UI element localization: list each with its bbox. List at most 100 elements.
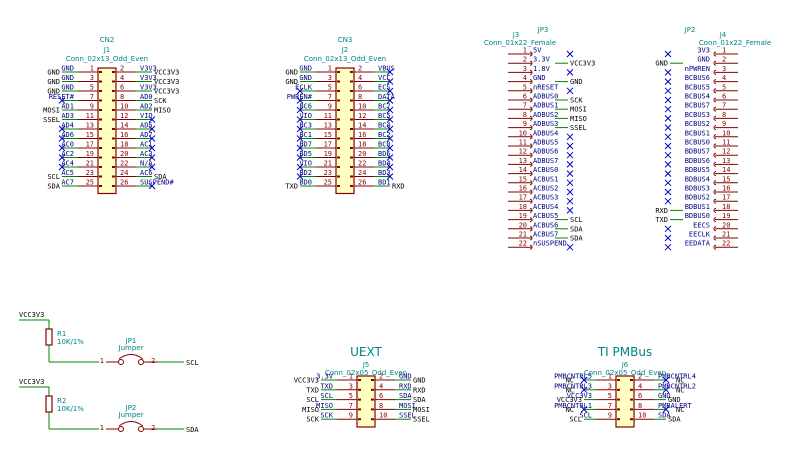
pin-contact <box>358 408 361 411</box>
pin-contact <box>99 185 102 187</box>
no-connect-mark <box>580 406 588 413</box>
pin-signal-name: AD6 <box>61 131 74 139</box>
no-connect-mark <box>296 116 304 123</box>
net-label: TXD <box>306 386 319 394</box>
pin-number: 8 <box>358 93 362 101</box>
jumper-value: Jumper <box>118 344 144 352</box>
pin-signal-name: BDBUS6 <box>685 157 710 165</box>
no-connect-mark <box>664 87 672 95</box>
resistor-reference: R2 <box>57 397 66 405</box>
pin-number: 5 <box>328 84 332 92</box>
no-connect-mark <box>386 87 394 95</box>
net-label: GND <box>570 78 583 86</box>
socket-arc <box>713 161 717 167</box>
net-label: GND <box>47 88 60 96</box>
pin-contact <box>350 99 353 102</box>
pin-signal-name: BCBUS5 <box>685 83 710 91</box>
pin-number: 5 <box>349 392 353 400</box>
pin-signal-name: BC0 <box>378 141 391 149</box>
jumper-bridge <box>118 421 144 427</box>
pin-contact <box>337 147 340 149</box>
socket-arc <box>713 88 717 94</box>
pin-signal-name: PMBCNTRL3 <box>554 382 592 390</box>
pin-number: 3 <box>608 382 612 390</box>
header-label: JP2 <box>684 26 696 34</box>
pin-number: 3 <box>722 65 726 73</box>
pin-number: 7 <box>90 93 94 101</box>
pin-signal-name: nPWREN <box>685 65 710 73</box>
pin-number: 19 <box>722 212 730 220</box>
net-label: SCL <box>186 359 199 367</box>
pin-signal-name: BC2 <box>378 131 391 139</box>
pin-contact <box>99 109 102 111</box>
pin-number: 1 <box>349 373 353 381</box>
pin-signal-name: N/A <box>140 160 153 168</box>
pin-number: 4 <box>379 382 383 390</box>
connector-body <box>97 67 117 195</box>
net-label: RXD <box>392 183 405 191</box>
pin-number: 3 <box>349 382 353 390</box>
pin-contact <box>337 185 340 187</box>
pin-signal-name: BD5 <box>299 150 312 158</box>
no-connect-mark <box>58 125 66 133</box>
socket-arc <box>529 198 533 204</box>
pin-signal-name: BC1 <box>299 131 312 139</box>
net-label: SSEL <box>43 116 60 124</box>
pin-contact <box>617 418 620 421</box>
pin-contact <box>112 175 115 178</box>
pin-number: 2 <box>358 65 362 73</box>
pin-contact <box>337 175 340 178</box>
no-connect-mark <box>386 68 394 76</box>
pin-signal-name: VIO <box>299 160 312 168</box>
pin-contact <box>350 118 353 121</box>
pin-contact <box>630 379 633 381</box>
socket-arc <box>529 189 533 195</box>
pin-signal-name: AC6 <box>140 169 153 177</box>
pin-signal-name: BDBUS0 <box>685 212 710 220</box>
no-connect-mark <box>296 106 304 114</box>
pin-number: 8 <box>638 402 642 410</box>
no-connect-mark <box>664 124 672 131</box>
pin-signal-name: AD3 <box>61 112 74 120</box>
pin-number: 15 <box>722 175 730 183</box>
pin-number: 2 <box>722 56 726 64</box>
pin-number: 9 <box>90 103 94 111</box>
pin-number: 17 <box>324 141 332 149</box>
no-connect-mark <box>58 97 66 104</box>
pin-number: 15 <box>86 131 94 139</box>
net-label: GND <box>47 78 60 86</box>
no-connect-mark <box>664 161 672 168</box>
pin-signal-name: BD6 <box>378 150 391 158</box>
pin-number: 1 <box>90 65 94 73</box>
pin-signal-name: GND <box>697 56 710 64</box>
pin-number: 10 <box>120 103 128 111</box>
pin-number: 16 <box>358 131 366 139</box>
pin-signal-name: VIO <box>299 112 312 120</box>
pin-number: 9 <box>608 412 612 420</box>
pin-number: 17 <box>519 194 527 202</box>
pin-number: 4 <box>120 74 124 82</box>
pin-number: 1 <box>100 424 104 432</box>
net-label: GND <box>47 69 60 77</box>
pin-number: 15 <box>519 175 527 183</box>
socket-arc <box>713 207 717 213</box>
no-connect-mark <box>58 144 66 152</box>
socket-arc <box>529 235 533 241</box>
pin-signal-name: BDBUS7 <box>685 148 710 156</box>
pin-signal-name: GND <box>299 65 312 73</box>
pin-number: 8 <box>722 111 726 119</box>
pin-signal-name: GND <box>299 74 312 82</box>
pin-contact <box>617 379 620 381</box>
pin-signal-name: BC6 <box>299 103 312 111</box>
socket-arc <box>713 180 717 186</box>
pin-contact <box>350 137 353 140</box>
pin-signal-name: BCBUS0 <box>685 139 710 147</box>
connector-reference: J2 <box>341 46 349 54</box>
pin-number: 21 <box>519 231 527 239</box>
pin-number: 18 <box>519 203 527 211</box>
connector-value: Conn_02x05_Odd_Even <box>325 369 407 377</box>
pin-number: 7 <box>349 402 353 410</box>
pin-contact <box>99 166 102 168</box>
